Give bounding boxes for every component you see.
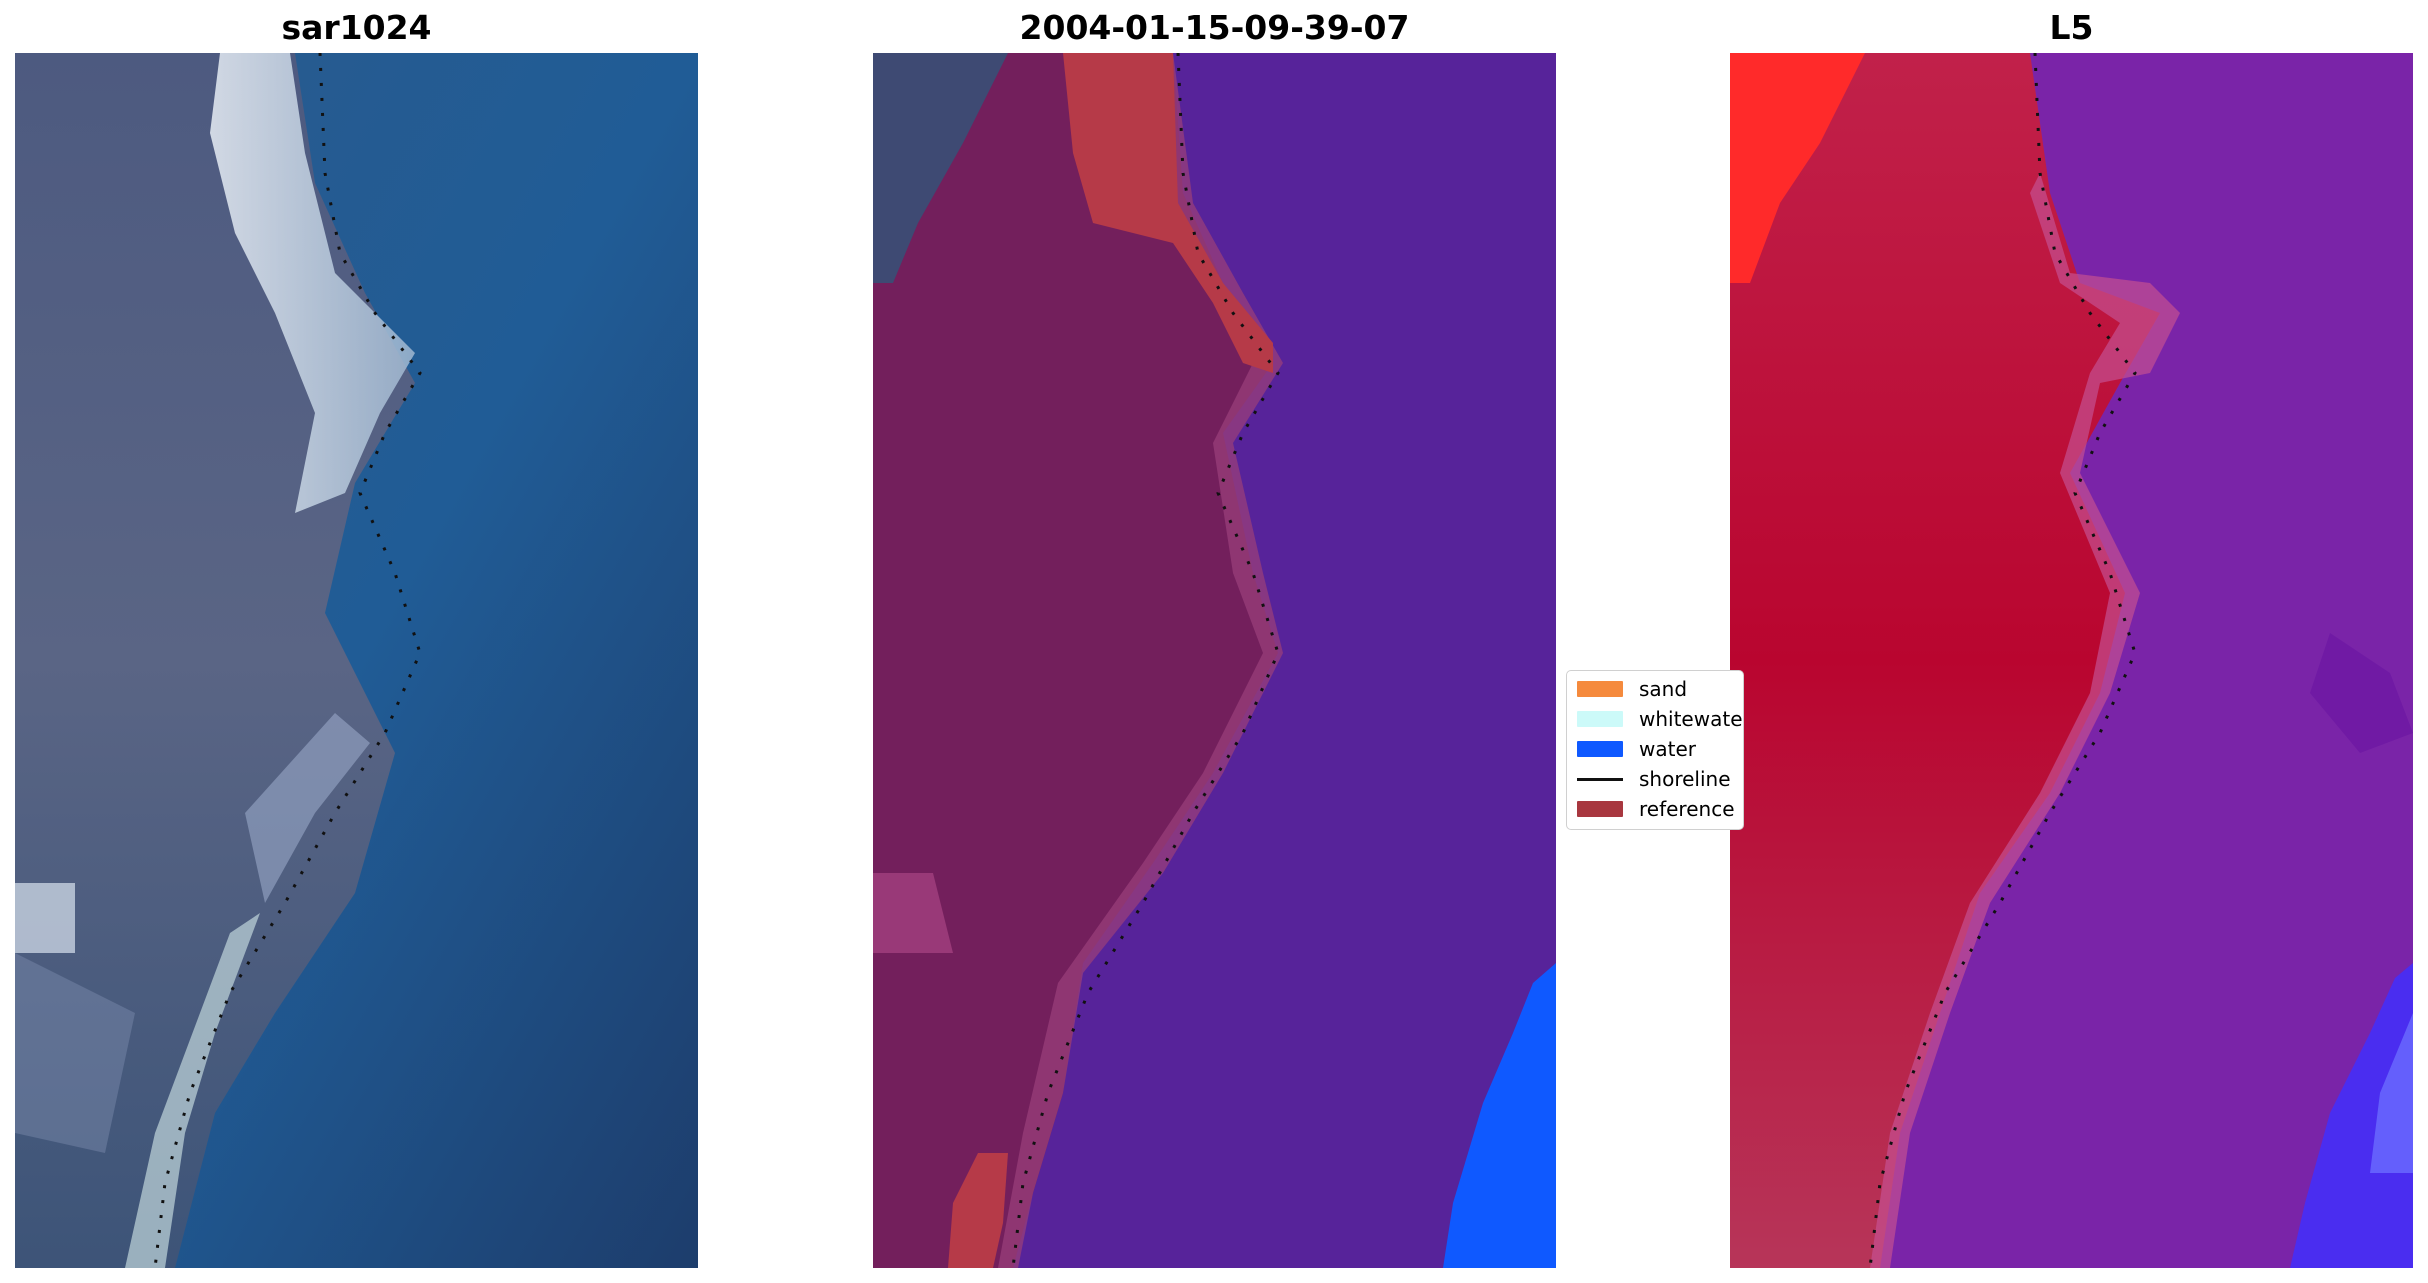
legend-item-whitewater: whitewater — [1577, 707, 1744, 731]
legend-line-shoreline — [1577, 777, 1623, 781]
rgb-image-panel — [15, 53, 698, 1268]
legend-label: shoreline — [1639, 767, 1731, 791]
classification-image — [873, 53, 1556, 1268]
legend-swatch-reference — [1577, 801, 1623, 817]
panel-title-probability: L5 — [2049, 8, 2094, 47]
legend-label: water — [1639, 737, 1696, 761]
probability-panel — [1730, 53, 2413, 1268]
legend-swatch-water — [1577, 741, 1623, 757]
legend: sand whitewater water shoreline referenc… — [1566, 670, 1744, 830]
shoreline-overlay-3 — [1868, 53, 2137, 1268]
legend-swatch-sand — [1577, 681, 1623, 697]
legend-label: sand — [1639, 677, 1688, 701]
rgb-image — [15, 53, 698, 1268]
legend-label: whitewater — [1639, 707, 1744, 731]
legend-item-water: water — [1577, 737, 1696, 761]
legend-item-sand: sand — [1577, 677, 1687, 701]
legend-swatch-whitewater — [1577, 711, 1623, 727]
legend-item-reference: reference — [1577, 797, 1735, 821]
panel-title-classification: 2004-01-15-09-39-07 — [1019, 8, 1410, 47]
legend-label: reference — [1639, 797, 1735, 821]
classification-panel — [873, 53, 1556, 1268]
shoreline-overlay-1 — [153, 53, 422, 1268]
shoreline-overlay-2 — [1011, 53, 1280, 1268]
probability-image — [1730, 53, 2413, 1268]
legend-item-shoreline: shoreline — [1577, 767, 1731, 791]
panel-title-rgb: sar1024 — [281, 8, 432, 47]
